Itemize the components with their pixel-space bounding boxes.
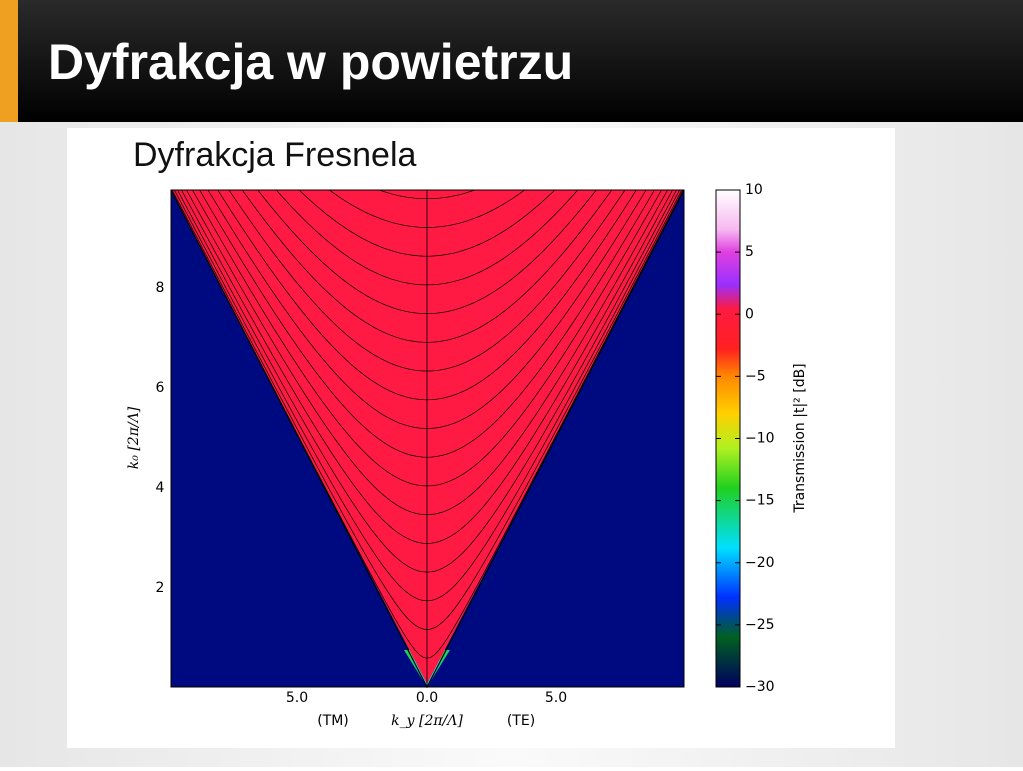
plot-frame (170, 189, 685, 688)
colorbar-tick-label: −10 (745, 431, 775, 447)
colorbar-tick-label: 5 (745, 244, 754, 260)
colorbar-tick-label: −15 (745, 493, 775, 509)
colorbar-tick-label: −5 (745, 368, 766, 384)
x-sublabel: (TM) (317, 713, 349, 729)
x-sublabel: (TE) (507, 713, 535, 729)
y-tick-label: 2 (156, 580, 165, 596)
y-tick-label: 4 (156, 480, 165, 496)
x-tick-label: 5.0 (545, 690, 567, 706)
header-bar (0, 0, 1023, 122)
x-axis-label: k_y [2π/Λ] (391, 713, 463, 729)
header-accent (0, 0, 18, 122)
y-tick-label: 6 (156, 380, 165, 396)
propagating-region (171, 190, 684, 684)
slide-title: Dyfrakcja w powietrzu (48, 34, 573, 90)
plot (170, 189, 685, 689)
colorbar-tick-label: −20 (745, 555, 775, 571)
figure-title: Dyfrakcja Fresnela (133, 136, 417, 174)
y-tick-label: 8 (156, 280, 165, 296)
colorbar-tick-label: −30 (745, 679, 775, 695)
x-tick-label: 0.0 (416, 690, 438, 706)
colorbar-tick-label: 10 (745, 182, 763, 198)
colorbar-tick-label: 0 (745, 306, 754, 322)
x-tick-label: 5.0 (286, 690, 308, 706)
colorbar-tick-label: −25 (745, 617, 775, 633)
colorbar-label: Transmission |t|² [dB] (792, 363, 808, 513)
y-axis-label: k₀ [2π/Λ] (126, 406, 142, 469)
